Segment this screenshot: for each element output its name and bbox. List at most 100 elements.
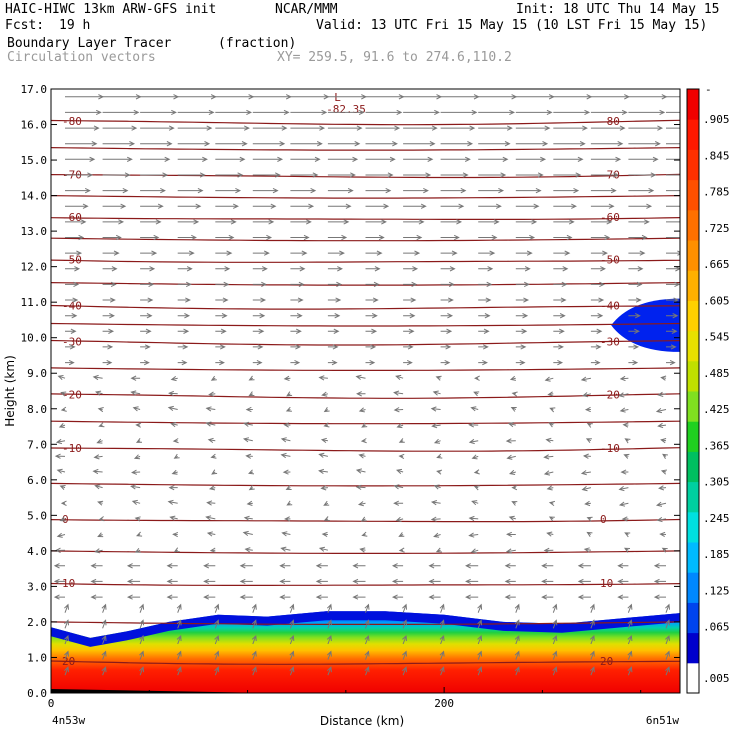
temperature-contours: 20 20 10 10 0 0 -10 -10 -20 -20 -30 -30 -40 -40 -50 -50… (51, 91, 680, 668)
circulation-vector (590, 94, 630, 100)
temperature-contour (51, 339, 680, 346)
circulation-vector (548, 500, 556, 506)
circulation-vector (58, 423, 66, 428)
colorbar-label: .245 (703, 512, 730, 525)
circulation-vector (364, 634, 370, 645)
circulation-vector (428, 578, 441, 585)
circulation-vector (430, 516, 441, 522)
circulation-vector (246, 500, 253, 506)
circulation-vector (252, 125, 288, 131)
circulation-vector (478, 125, 513, 131)
contour-label: -20 (600, 389, 620, 402)
circulation-vector (515, 219, 538, 225)
circulation-vector (327, 109, 365, 116)
circulation-vector (395, 516, 404, 522)
x-tick-label: 0 (48, 697, 55, 710)
circulation-vector (619, 407, 629, 413)
circulation-vector (210, 375, 217, 381)
contour-label: -50 (600, 254, 620, 267)
circulation-vector (440, 141, 474, 147)
circulation-vector (473, 391, 480, 397)
circulation-vector (205, 515, 216, 521)
circulation-vector (403, 344, 414, 350)
circulation-vector (326, 650, 332, 660)
circulation-vector (552, 603, 558, 613)
circulation-vector (577, 594, 591, 600)
y-tick-label: 15.0 (21, 154, 48, 167)
circulation-vector (468, 515, 479, 522)
circulation-vector (136, 531, 143, 537)
circulation-vector (94, 484, 103, 490)
circulation-vector (666, 250, 680, 256)
circulation-vector (65, 125, 100, 131)
circulation-vector (327, 313, 341, 319)
circulation-vector (628, 234, 648, 241)
circulation-vector (590, 109, 628, 116)
circulation-vector (435, 547, 442, 553)
circulation-vector (624, 438, 631, 444)
circulation-vector (465, 594, 479, 600)
circulation-vector (315, 594, 328, 600)
colorbar-frame (686, 88, 700, 694)
circulation-vector (140, 109, 177, 116)
circulation-vector (403, 172, 432, 178)
circulation-vector (628, 359, 639, 366)
tracer-field (51, 298, 680, 693)
y-tick-label: 0.0 (27, 687, 47, 700)
circulation-vector (431, 422, 441, 429)
circulation-vector (290, 125, 326, 131)
field-name: Boundary Layer Tracer (7, 36, 172, 51)
circulation-vector (139, 666, 145, 676)
circulation-vector (403, 219, 425, 225)
circulation-vector (315, 578, 328, 585)
circulation-vector (590, 297, 605, 303)
circulation-vector (92, 374, 103, 381)
circulation-vector (65, 344, 76, 350)
circulation-vector (617, 594, 629, 600)
circulation-vector (552, 666, 558, 676)
colorbar-segment (687, 391, 699, 422)
circulation-vector (393, 500, 404, 506)
circulation-vector (90, 563, 103, 569)
circulation-vector (365, 266, 381, 272)
circulation-vector (403, 141, 436, 147)
circulation-vector (252, 172, 281, 178)
colorbar-segment (687, 179, 699, 211)
circulation-vector (359, 547, 366, 553)
circulation-vector (290, 250, 308, 256)
circulation-vector (290, 359, 301, 366)
circulation-vector (653, 563, 666, 569)
circulation-vector (243, 421, 253, 427)
colorbar-segment (687, 511, 699, 543)
circulation-vector (590, 203, 615, 209)
circulation-vector (252, 266, 268, 272)
circulation-vector (666, 190, 680, 192)
circulation-vector (666, 205, 680, 207)
circulation-vector (93, 454, 103, 460)
circulation-vector (478, 141, 511, 147)
circulation-vector (553, 359, 564, 366)
colorbar-label: .545 (703, 331, 730, 344)
circulation-vector (553, 219, 575, 225)
circulation-vector (478, 156, 509, 162)
circulation-vector (577, 578, 591, 585)
circulation-vector (440, 125, 476, 131)
circulation-vector (515, 94, 555, 100)
circulation-vector (478, 187, 505, 194)
circulation-vector (140, 297, 154, 303)
circulation-vector (139, 603, 145, 613)
boundary-layer-tracer (51, 611, 680, 693)
colorbar-label: .005 (703, 672, 730, 685)
y-tick-label: 7.0 (27, 438, 47, 451)
contour-label: -10 (600, 442, 620, 455)
circulation-vector (430, 500, 441, 506)
circulation-vector (585, 438, 592, 444)
circulation-vector (439, 666, 445, 676)
circulation-vector (548, 516, 555, 522)
circulation-vector (657, 391, 667, 397)
circulation-vector (239, 563, 253, 569)
temperature-contour (51, 119, 680, 126)
circulation-vector (666, 313, 679, 319)
circulation-vector (177, 141, 211, 147)
chart-title: HAIC-HIWC 13km ARW-GFS init (5, 2, 217, 17)
